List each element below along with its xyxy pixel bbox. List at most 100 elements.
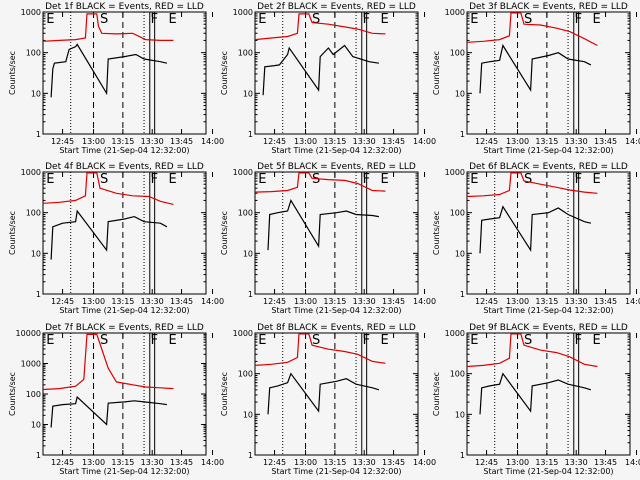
black-events-series-line <box>267 372 380 415</box>
x-tick-label: 13:45 <box>594 137 617 146</box>
interval-marker-label: E <box>593 12 601 27</box>
y-tick-label: 100 <box>238 209 253 218</box>
y-axis-label: Counts/sec <box>220 372 229 416</box>
x-tick-label: 13:30 <box>353 458 376 467</box>
x-tick-label: 13:45 <box>594 458 617 467</box>
plot-frame <box>42 11 207 135</box>
interval-marker-label: E <box>258 333 266 348</box>
panel-title: Det 8f BLACK = Events, RED = LLD <box>257 323 416 333</box>
red-lld-series-line <box>43 333 174 391</box>
interval-marker-label: S <box>100 333 108 348</box>
interval-marker-label: E <box>381 12 389 27</box>
x-tick-label: 13:15 <box>323 458 346 467</box>
black-events-series-line <box>479 43 592 94</box>
panel-6: Det 6f BLACK = Events, RED = LLD 1 10 100 10… <box>432 162 640 315</box>
y-tick-label: 100 <box>26 49 41 58</box>
x-tick-label: 12:45 <box>51 297 74 306</box>
x-tick-label: 13:00 <box>82 458 105 467</box>
x-tick-label: 12:45 <box>475 297 498 306</box>
y-tick-label: 1000 <box>21 8 41 17</box>
panel-9: Det 9f BLACK = Events, RED = LLD 1 10 100 10… <box>432 323 640 476</box>
y-axis-label: Counts/sec <box>432 372 441 416</box>
panel-1: Det 1f BLACK = Events, RED = LLD 1 10 100 10… <box>8 2 224 155</box>
interval-marker-label: E <box>258 12 266 27</box>
panel-title: Det 4f BLACK = Events, RED = LLD <box>45 162 204 172</box>
x-tick-label: 13:00 <box>294 458 317 467</box>
red-lld-series-line <box>255 333 386 366</box>
x-axis-label: Start Time (21-Sep-04 12:32:00) <box>271 467 401 476</box>
x-tick-label: 12:45 <box>51 137 74 146</box>
x-tick-label: 13:45 <box>382 458 405 467</box>
x-tick-label: 13:30 <box>565 458 588 467</box>
x-tick-label: 13:15 <box>535 137 558 146</box>
y-tick-label: 10 <box>455 249 465 258</box>
y-tick-label: 10 <box>31 89 41 98</box>
black-events-series-line <box>50 395 167 428</box>
interval-marker-label: F <box>151 333 158 348</box>
x-tick-label: 13:15 <box>111 458 134 467</box>
x-tick-label: 13:15 <box>535 297 558 306</box>
x-tick-label: 13:15 <box>535 458 558 467</box>
x-tick-label: 13:45 <box>170 297 193 306</box>
interval-marker-label: S <box>100 172 108 187</box>
panel-title: Det 7f BLACK = Events, RED = LLD <box>45 323 204 333</box>
panel-title: Det 2f BLACK = Events, RED = LLD <box>257 2 416 12</box>
y-tick-label: 10 <box>31 249 41 258</box>
x-tick-label: 13:15 <box>323 297 346 306</box>
x-tick-label: 13:45 <box>382 137 405 146</box>
y-axis-label: Counts/sec <box>8 211 17 255</box>
y-tick-label: 1000 <box>445 8 465 17</box>
y-tick-label: 1 <box>36 130 41 139</box>
plot-frame <box>466 171 631 295</box>
interval-marker-label: E <box>169 333 177 348</box>
y-axis-label: Counts/sec <box>8 372 17 416</box>
y-tick-label: 1 <box>460 130 465 139</box>
y-tick-label: 1000 <box>21 360 41 369</box>
red-lld-series-line <box>255 13 386 41</box>
plot-frame <box>42 171 207 295</box>
interval-marker-label: E <box>169 12 177 27</box>
interval-marker-label: F <box>151 172 158 187</box>
interval-marker-label: S <box>524 333 532 348</box>
interval-marker-label: E <box>470 12 478 27</box>
plot-frame <box>466 332 631 456</box>
interval-marker-label: F <box>575 12 582 27</box>
x-tick-label: 13:00 <box>506 137 529 146</box>
x-tick-label: 14:00 <box>413 137 436 146</box>
red-lld-series-line <box>467 172 598 198</box>
x-tick-label: 13:30 <box>141 458 164 467</box>
interval-marker-label: S <box>312 172 320 187</box>
interval-marker-label: E <box>381 333 389 348</box>
y-tick-label: 100 <box>238 49 253 58</box>
panel-title: Det 5f BLACK = Events, RED = LLD <box>257 162 416 172</box>
interval-marker-label: E <box>46 12 54 27</box>
y-tick-label: 10 <box>455 410 465 419</box>
x-axis-label: Start Time (21-Sep-04 12:32:00) <box>59 467 189 476</box>
interval-marker-label: F <box>151 12 158 27</box>
black-events-series-line <box>267 198 380 251</box>
x-tick-label: 13:30 <box>141 137 164 146</box>
y-tick-label: 1000 <box>233 8 253 17</box>
x-tick-label: 12:45 <box>475 458 498 467</box>
panel-title: Det 6f BLACK = Events, RED = LLD <box>469 162 628 172</box>
y-tick-label: 1 <box>248 130 253 139</box>
x-tick-label: 12:45 <box>51 458 74 467</box>
x-axis-label: Start Time (21-Sep-04 12:32:00) <box>483 467 613 476</box>
interval-marker-label: S <box>312 12 320 27</box>
interval-marker-label: E <box>381 172 389 187</box>
black-events-series-line <box>479 372 592 415</box>
x-tick-label: 13:00 <box>294 137 317 146</box>
interval-marker-label: E <box>46 172 54 187</box>
x-axis-label: Start Time (21-Sep-04 12:32:00) <box>483 146 613 155</box>
x-tick-label: 14:00 <box>625 137 640 146</box>
y-tick-label: 100 <box>450 209 465 218</box>
y-axis-label: Counts/sec <box>220 211 229 255</box>
panel-title: Det 1f BLACK = Events, RED = LLD <box>45 2 204 12</box>
x-tick-label: 13:00 <box>294 297 317 306</box>
y-tick-label: 1000 <box>233 329 253 338</box>
y-tick-label: 1 <box>460 451 465 460</box>
panel-8: Det 8f BLACK = Events, RED = LLD 1 10 100 10… <box>220 323 436 476</box>
interval-marker-label: E <box>46 333 54 348</box>
interval-marker-label: F <box>363 12 370 27</box>
x-axis-label: Start Time (21-Sep-04 12:32:00) <box>271 306 401 315</box>
